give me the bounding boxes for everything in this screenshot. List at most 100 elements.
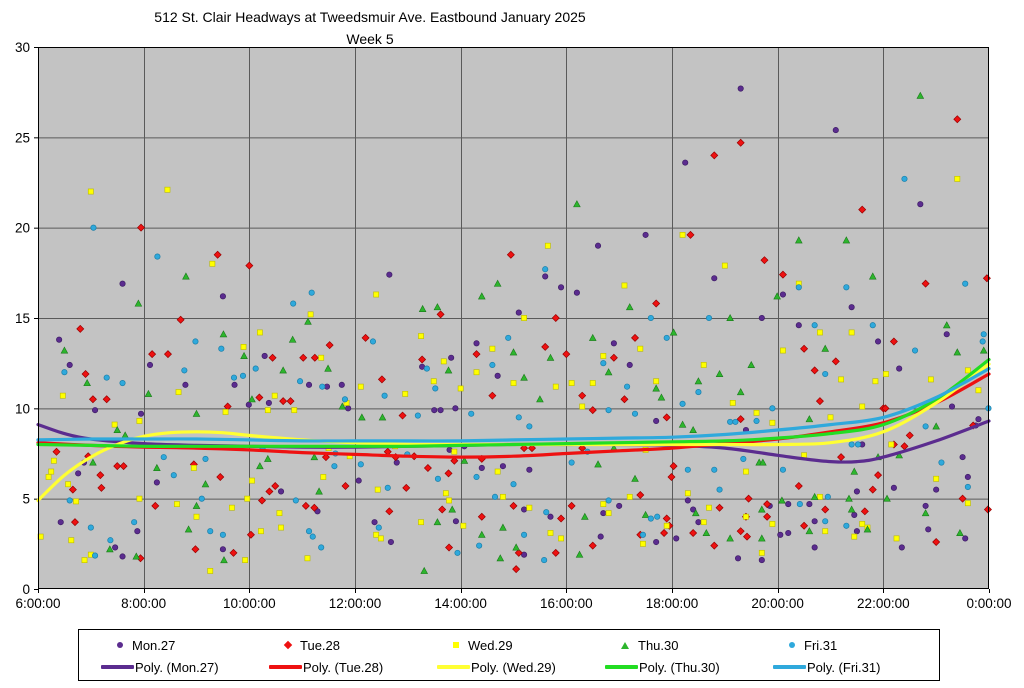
data-point [959, 454, 966, 461]
data-point [621, 282, 628, 289]
data-point [81, 370, 90, 379]
data-point [753, 417, 760, 425]
data-point [89, 458, 97, 466]
data-point [192, 338, 199, 345]
data-point [494, 372, 501, 379]
data-point [625, 303, 634, 311]
data-point [198, 495, 205, 502]
data-point [811, 544, 818, 551]
x-axis-tick-label: 20:00:00 [751, 596, 804, 611]
data-point [736, 415, 745, 424]
data-point [948, 403, 956, 410]
gridlines [38, 47, 989, 589]
data-point [962, 535, 969, 542]
data-point [489, 361, 496, 369]
data-point [785, 529, 792, 537]
data-point [136, 495, 143, 502]
data-point [515, 414, 522, 421]
y-axis-tick-label: 0 [22, 582, 30, 597]
data-point [604, 368, 613, 376]
data-point [65, 481, 72, 488]
data-point [843, 284, 850, 291]
data-point [256, 329, 263, 336]
data-point [307, 311, 314, 318]
data-point [626, 361, 633, 369]
data-point [476, 542, 483, 549]
data-point [499, 463, 506, 470]
data-point [510, 380, 517, 386]
x-axis-tick-label: 0:00:00 [966, 596, 1011, 611]
y-axis-tick-label: 10 [15, 401, 30, 416]
data-point [842, 236, 851, 244]
data-point [299, 353, 308, 362]
data-point [859, 403, 866, 410]
data-point [66, 497, 73, 504]
data-point [488, 391, 497, 400]
data-point [706, 504, 712, 511]
legend-label-poly-thu30: Poly. (Thu.30) [639, 659, 720, 675]
data-point [107, 537, 114, 544]
data-point [943, 331, 950, 338]
data-point [810, 366, 819, 375]
data-point [636, 491, 645, 500]
data-point [758, 557, 765, 564]
data-point [933, 486, 940, 493]
data-point [477, 512, 486, 521]
data-point [433, 518, 442, 526]
tue28-trendline-swatch-icon [269, 665, 302, 669]
data-point [219, 546, 226, 553]
data-point [859, 521, 866, 527]
data-point [678, 420, 687, 428]
data-point [964, 367, 971, 374]
data-point [858, 205, 867, 214]
data-point [320, 474, 327, 480]
data-point [207, 568, 214, 574]
data-point [874, 338, 882, 345]
data-point [209, 260, 216, 267]
data-point [843, 522, 850, 529]
data-point [357, 383, 364, 390]
data-point [679, 400, 686, 407]
data-point [691, 509, 700, 517]
data-point [780, 347, 786, 354]
data-point [434, 475, 441, 482]
data-point [631, 333, 640, 342]
data-point [398, 411, 407, 420]
data-point [711, 275, 718, 282]
data-point [473, 473, 480, 481]
data-point [154, 253, 161, 260]
data-point [964, 473, 971, 481]
data-point [222, 409, 229, 415]
x-axis-tick-label: 14:00:00 [434, 596, 487, 611]
x-axis-tick-label: 22:00:00 [857, 596, 910, 611]
data-point [218, 345, 225, 352]
data-point [663, 522, 670, 529]
data-point [420, 566, 429, 574]
data-point [144, 389, 153, 397]
data-point [163, 350, 172, 359]
data-point [445, 543, 454, 552]
chart-legend: Mon.27 Poly. (Mon.27) Tue.28 Poly. (Tue.28)… [78, 629, 940, 681]
legend-item-thu30: Thu.30 [621, 634, 678, 656]
data-point [52, 447, 61, 456]
data-point [736, 527, 745, 536]
data-point [916, 91, 925, 99]
data-point [895, 451, 903, 459]
legend-label-fri31: Fri.31 [804, 637, 838, 653]
data-point [605, 497, 612, 504]
data-point [600, 501, 607, 507]
data-point [779, 291, 787, 298]
data-point [192, 501, 201, 509]
data-point [845, 494, 853, 502]
data-point [310, 503, 319, 512]
data-point [264, 454, 272, 462]
legend-label-poly-wed29: Poly. (Wed.29) [471, 659, 556, 675]
x-axis-tick-label: 12:00:00 [329, 596, 382, 611]
data-point [817, 329, 823, 336]
data-point [423, 463, 432, 472]
data-point [310, 453, 319, 461]
tue28-marker-icon [283, 640, 293, 650]
data-point [805, 415, 814, 423]
x-axis-tick-label: 18:00:00 [646, 596, 699, 611]
data-point [81, 557, 88, 563]
